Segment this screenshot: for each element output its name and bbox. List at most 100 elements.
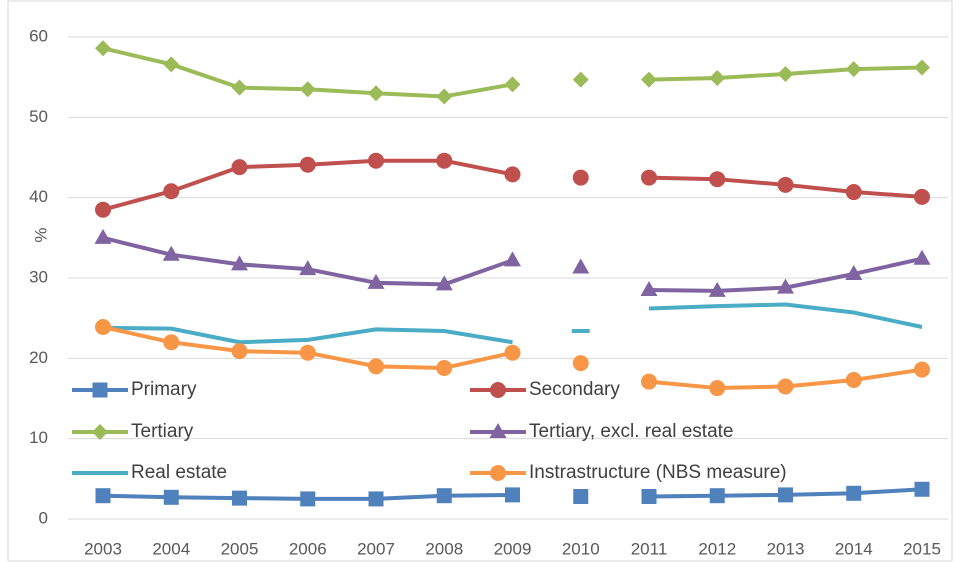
marker	[436, 88, 453, 105]
legend-label: Tertiary	[131, 421, 194, 442]
marker	[92, 424, 108, 440]
legend-label: Tertiary, excl. real estate	[529, 421, 734, 442]
marker	[163, 183, 180, 200]
marker	[231, 159, 248, 176]
marker	[641, 489, 657, 505]
legend-item: Secondary	[470, 379, 620, 400]
marker	[299, 344, 316, 361]
series-line	[648, 302, 923, 329]
marker	[572, 169, 589, 186]
marker	[435, 275, 453, 291]
marker	[504, 166, 521, 183]
series	[95, 481, 930, 507]
marker	[504, 344, 521, 361]
marker	[95, 319, 111, 336]
x-tick-label: 2014	[835, 539, 873, 558]
y-tick-label: 30	[29, 267, 48, 286]
marker	[504, 251, 521, 267]
y-tick-label: 0	[39, 508, 48, 527]
marker	[95, 201, 111, 218]
marker	[641, 71, 657, 88]
marker	[845, 61, 862, 78]
marker	[845, 184, 862, 201]
x-tick-label: 2010	[562, 539, 600, 558]
marker	[914, 59, 930, 76]
x-tick-label: 2011	[631, 539, 668, 558]
x-tick-label: 2015	[903, 539, 941, 558]
marker	[367, 273, 385, 289]
marker	[641, 169, 657, 186]
marker	[641, 373, 657, 390]
x-tick-label: 2012	[698, 539, 736, 558]
marker	[163, 334, 180, 351]
marker	[95, 488, 111, 504]
chart-border	[7, 0, 953, 562]
marker	[505, 487, 520, 503]
marker	[299, 156, 316, 173]
marker	[709, 69, 726, 86]
marker	[436, 359, 453, 376]
x-tick-label: 2007	[357, 539, 395, 558]
marker	[845, 372, 862, 389]
legend-label: Real estate	[131, 462, 227, 483]
marker	[709, 171, 726, 188]
x-tick-label: 2006	[289, 539, 327, 558]
marker	[231, 255, 248, 271]
y-tick-label: 20	[29, 348, 48, 367]
marker	[777, 378, 794, 395]
marker	[914, 481, 930, 497]
marker	[162, 245, 180, 261]
y-tick-label: 40	[29, 187, 48, 206]
y-tick-label: 10	[29, 428, 48, 447]
marker	[572, 71, 589, 88]
marker	[95, 40, 111, 57]
marker	[914, 188, 930, 205]
marker	[572, 355, 589, 372]
marker	[708, 281, 726, 297]
series	[95, 319, 930, 397]
y-axis-label: %	[31, 227, 50, 242]
legend-label: Primary	[131, 379, 197, 400]
series-line	[102, 325, 513, 345]
x-tick-label: 2003	[84, 539, 122, 558]
legend-item: Real estate	[72, 462, 227, 483]
marker	[94, 228, 112, 244]
marker	[300, 491, 316, 507]
marker	[299, 260, 317, 276]
x-tick-label: 2008	[425, 539, 463, 558]
marker	[368, 491, 384, 507]
series	[94, 228, 931, 297]
marker	[231, 79, 248, 96]
y-tick-label: 60	[29, 26, 48, 45]
legend-item: Tertiary, excl. real estate	[470, 421, 734, 442]
marker	[778, 487, 793, 503]
marker	[368, 85, 384, 102]
marker	[163, 489, 179, 505]
marker	[436, 152, 453, 169]
marker	[490, 465, 506, 481]
marker	[914, 361, 930, 378]
x-tick-label: 2009	[494, 539, 532, 558]
marker	[232, 490, 247, 506]
marker	[489, 423, 507, 438]
marker	[504, 76, 521, 93]
marker	[368, 358, 384, 375]
y-tick-label: 50	[29, 107, 48, 126]
marker	[490, 382, 506, 398]
marker	[709, 488, 725, 504]
marker	[709, 380, 726, 397]
marker	[163, 56, 180, 73]
legend-label: Instrastructure (NBS measure)	[529, 462, 787, 483]
series	[95, 40, 930, 105]
x-tick-label: 2004	[152, 539, 190, 558]
marker	[436, 488, 452, 504]
marker	[640, 281, 658, 297]
legend-label: Secondary	[529, 379, 620, 400]
marker	[846, 485, 862, 501]
x-tick-label: 2013	[767, 539, 805, 558]
marker	[231, 343, 248, 360]
marker	[913, 249, 931, 265]
marker	[299, 81, 316, 98]
marker	[573, 489, 589, 505]
